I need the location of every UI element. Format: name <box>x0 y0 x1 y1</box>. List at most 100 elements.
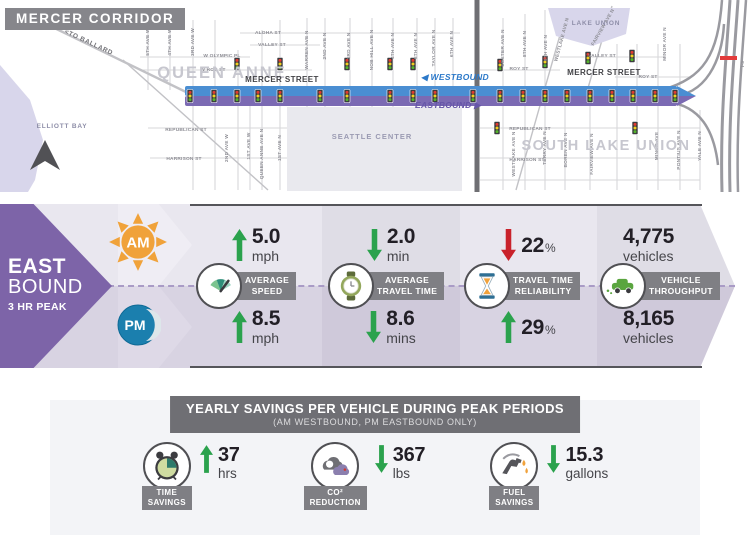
throughput-badge: VEHICLE THROUGHPUT <box>600 263 720 309</box>
street-label: PONTIUS AVE N <box>676 130 682 170</box>
time-savings-item: TIME SAVINGS 37 hrs <box>141 442 240 510</box>
speedometer-icon <box>196 263 242 309</box>
street-label: 5TH AVE W <box>145 28 151 56</box>
street-label: 2ND AVE N <box>322 32 328 59</box>
area-label: MERCER STREET <box>245 75 319 84</box>
area-label: MERCER STREET <box>567 68 641 77</box>
street-label: 3RD AVE N <box>346 32 352 59</box>
travel-time-am-value: 2.0 min <box>322 204 460 286</box>
street-label: 9TH AVE N <box>543 35 549 62</box>
street-label: 4TH AVE N <box>390 33 396 60</box>
traffic-signal-icon <box>233 89 241 103</box>
trend-down-icon <box>374 445 388 482</box>
street-label: VALLEY ST <box>588 53 616 59</box>
trend-up-icon <box>199 445 213 482</box>
street-label: ALOHA ST <box>255 30 281 36</box>
street-label: VALLEY ST <box>258 42 286 48</box>
street-label: ROY ST <box>510 66 529 72</box>
lake-union-water <box>548 8 630 46</box>
avg-speed-label: AVERAGE SPEED <box>235 272 297 300</box>
traffic-signal-icon <box>254 89 262 103</box>
trend-down-icon <box>501 229 517 261</box>
eastbound-lane <box>185 96 677 106</box>
map-svg: ALOHA ST VALLEY ST W OLYMPIC PL W ROY ST ROY… <box>0 0 748 193</box>
traffic-signals <box>186 49 679 135</box>
area-label: QUEEN ANNE <box>157 64 286 82</box>
savings-subtitle: (AM WESTBOUND, PM EASTBOUND ONLY) <box>273 417 477 427</box>
savings-items: TIME SAVINGS 37 hrs <box>50 442 700 510</box>
area-label: EASTBOUND ▶ <box>415 100 482 110</box>
street-label: W OLYMPIC PL <box>203 53 240 59</box>
peak-label: 3 HR PEAK <box>8 301 67 313</box>
area-label: ◀ WESTBOUND <box>421 72 489 82</box>
reliability-badge: TRAVEL TIME RELIABILITY <box>464 263 581 309</box>
fuel-pump-icon <box>490 442 539 490</box>
area-label: SOUTH LAKE UNION <box>522 138 691 154</box>
traffic-signal-icon <box>186 89 194 103</box>
car-icon <box>600 263 646 309</box>
street-label: FAIRVIEW AVE N <box>589 133 595 175</box>
traffic-signal-icon <box>343 57 351 71</box>
street-label: 3RD AVE W <box>190 28 196 56</box>
savings-title: YEARLY SAVINGS PER VEHICLE DURING PEAK P… <box>186 401 564 416</box>
traffic-signal-icon <box>316 89 324 103</box>
traffic-signal-icon <box>386 57 394 71</box>
trend-up-icon <box>231 229 247 261</box>
pm-label: PM <box>125 317 146 333</box>
traffic-signal-icon <box>233 57 241 71</box>
traffic-signal-icon <box>541 89 549 103</box>
pm-moon-icon: PM <box>115 302 162 353</box>
westbound-lane <box>185 86 677 96</box>
am-label: AM <box>126 234 149 251</box>
traffic-signal-icon <box>276 57 284 71</box>
eastbound-stats-panel: EAST BOUND 3 HR PEAK AM <box>0 204 754 368</box>
street-label: ROY ST <box>639 74 658 80</box>
area-label: ELLIOTT BAY <box>37 123 88 130</box>
street-label: 8TH AVE N <box>522 31 528 58</box>
traffic-signal-icon <box>496 58 504 72</box>
traffic-signal-icon <box>386 89 394 103</box>
traffic-signal-icon <box>671 89 679 103</box>
elliott-bay-water <box>0 65 43 192</box>
area-label: LAKE UNION <box>572 20 620 27</box>
traffic-signal-icon <box>210 89 218 103</box>
reliability-label: TRAVEL TIME RELIABILITY <box>503 272 581 300</box>
avg-speed-badge: AVERAGE SPEED <box>196 263 297 309</box>
street-label: 6TH AVE N <box>449 31 455 58</box>
hourglass-icon <box>464 263 510 309</box>
street-label: 5TH AVE N <box>413 33 419 60</box>
traffic-signal-icon <box>608 89 616 103</box>
street-label: 2ND AVE W <box>224 134 230 162</box>
traffic-signal-icon <box>584 51 592 65</box>
i5-highway <box>661 0 748 193</box>
traffic-signal-icon <box>563 89 571 103</box>
street-label: I-5 <box>740 61 746 67</box>
traffic-signal-icon <box>409 89 417 103</box>
traffic-signal-icon <box>496 89 504 103</box>
traffic-signal-icon <box>431 89 439 103</box>
mercer-corridor-lanes <box>185 86 696 106</box>
street-labels: ALOHA ST VALLEY ST W OLYMPIC PL W ROY ST ROY… <box>145 8 746 179</box>
traffic-signal-icon <box>631 121 639 135</box>
traffic-signal-icon <box>469 89 477 103</box>
trend-up-icon <box>231 311 247 343</box>
direction-word-1: EAST <box>8 255 67 278</box>
traffic-signal-icon <box>628 49 636 63</box>
seattle-center-area <box>287 107 462 191</box>
area-label: SEATTLE CENTER <box>332 132 413 141</box>
compass-n: N <box>42 161 49 171</box>
street-label: W ROY ST <box>200 67 225 73</box>
traffic-signal-icon <box>651 89 659 103</box>
co2-reduction-item: CO² REDUCTION 367 lbs <box>303 442 426 510</box>
traffic-signal-icon <box>409 57 417 71</box>
traffic-signal-icon <box>276 89 284 103</box>
traffic-signal-icon <box>541 55 549 69</box>
traffic-signal-icon <box>629 89 637 103</box>
street-label: MINOR AVE N <box>662 27 668 61</box>
fuel-savings-item: FUEL SAVINGS 15.3 gallons <box>489 442 608 510</box>
street-label: 1ST AVE W <box>246 132 252 159</box>
trend-down-icon <box>547 445 561 482</box>
direction-word-2: BOUND <box>8 276 83 298</box>
yearly-savings-panel: YEARLY SAVINGS PER VEHICLE DURING PEAK P… <box>50 396 700 535</box>
street-label: HARRISON ST <box>509 157 544 163</box>
